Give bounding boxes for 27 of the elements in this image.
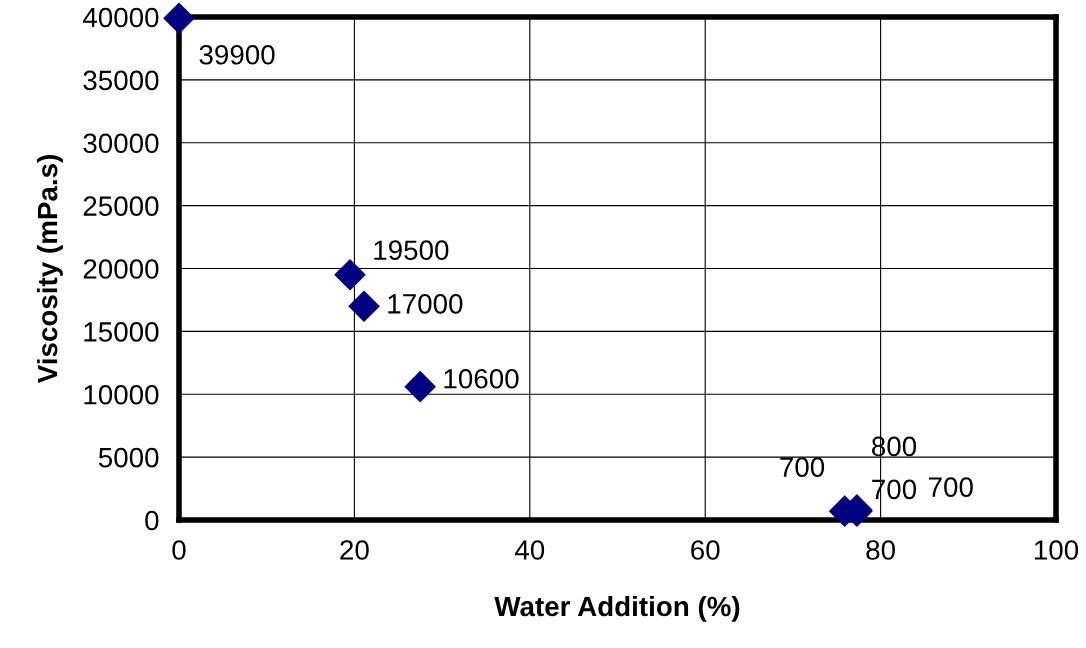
x-tick-label: 0 [172,540,186,560]
data-label: 39900 [199,44,275,65]
y-tick-label: 10000 [84,384,159,405]
x-tick-label: 40 [514,540,545,560]
data-label: 19500 [374,240,449,261]
data-label: 700 [780,457,825,477]
point [404,370,437,403]
y-tick-label: 5000 [98,447,159,468]
y-tick-label: 15000 [84,322,159,342]
x-tick-label: 80 [866,540,895,560]
y-tick-label: 40000 [82,7,159,28]
data-label: 10600 [444,368,519,389]
y-tick-label: 35000 [83,70,159,91]
y-tick-label: 0 [145,510,159,531]
y-tick-label: 30000 [83,133,159,154]
point [163,2,195,35]
point [348,290,380,323]
y-tick-label: 20000 [83,259,159,279]
point [334,258,366,291]
x-tick-label: 100 [1034,540,1079,560]
x-tick-label: 60 [691,540,720,560]
y-axis-title: Viscosity (mPa.s) [36,155,63,384]
x-axis-title: Water Addition (%) [494,595,740,622]
data-label: 17000 [388,294,463,314]
x-tick-label: 20 [340,540,369,560]
annotation: 700 [929,477,973,497]
y-tick-label: 25000 [83,196,159,216]
